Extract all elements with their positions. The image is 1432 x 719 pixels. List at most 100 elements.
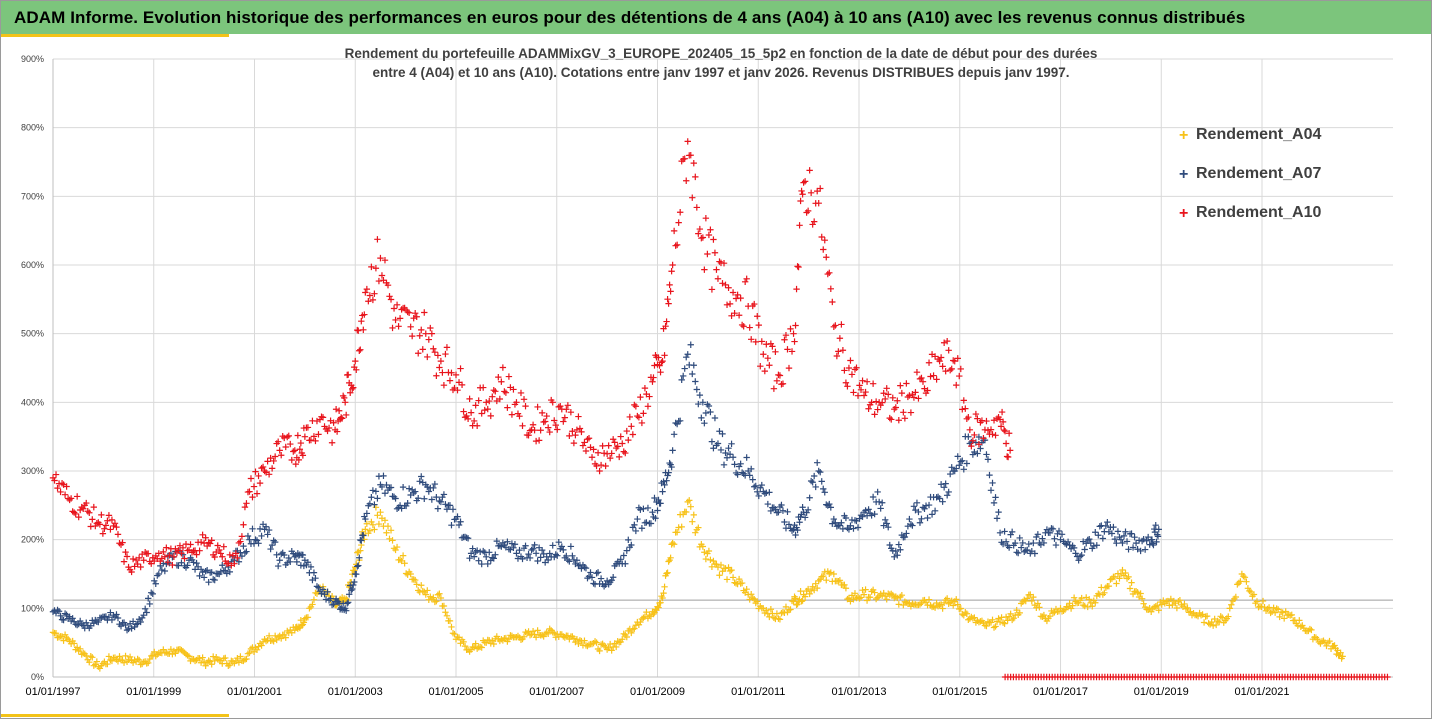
marker-a10-fill (202, 534, 209, 541)
marker-a07-fill (350, 581, 357, 589)
marker-a10-fill (267, 454, 274, 462)
marker-a07-fill (349, 585, 356, 593)
marker-a10-fill (564, 402, 572, 409)
marker-a10-fill (538, 409, 546, 417)
marker-a10 (291, 447, 299, 454)
marker-a04-fill (243, 655, 250, 663)
marker-a04-fill (999, 619, 1007, 626)
marker-a04-fill (126, 653, 134, 661)
marker-a10-fill (255, 472, 262, 480)
marker-a10-fill (214, 542, 221, 549)
marker-a04-fill (931, 604, 939, 611)
marker-a07-fill (752, 482, 759, 490)
marker-a07-fill (193, 559, 200, 567)
marker-a10-fill (294, 432, 302, 439)
marker-a07-fill (540, 550, 547, 558)
marker-a04-fill (1105, 582, 1113, 590)
marker-a07-fill (446, 502, 454, 509)
marker-a10-fill (690, 159, 697, 167)
marker-a10-fill (638, 419, 646, 427)
marker-a07-fill (664, 472, 671, 479)
marker-a10-fill (345, 371, 352, 378)
marker-a10-fill (567, 408, 575, 416)
marker-a07-fill (1005, 544, 1013, 551)
marker-a07-fill (1016, 534, 1023, 542)
marker-a10-fill (838, 321, 845, 328)
marker-a07-fill (1111, 535, 1119, 543)
marker-a10-fill (894, 397, 901, 404)
marker-a10-fill (665, 300, 672, 307)
marker-a07-fill (731, 461, 738, 468)
marker-a04-fill (1297, 623, 1305, 630)
marker-a04-fill (418, 582, 425, 589)
marker-a04-fill (866, 594, 874, 601)
marker-a07-fill (421, 495, 428, 502)
marker-a10-fill (552, 421, 559, 429)
marker-a10-fill (179, 544, 187, 551)
marker-a07-fill (1043, 526, 1051, 533)
marker-a10-fill (307, 436, 315, 444)
marker-a07-fill (378, 483, 386, 491)
marker-a10 (467, 409, 475, 416)
marker-a07-fill (354, 563, 361, 570)
marker-a10-fill (363, 285, 371, 293)
marker-a10-fill (495, 373, 502, 381)
marker-a07-fill (235, 558, 243, 565)
marker-a04-fill (888, 590, 895, 598)
marker-a10-fill (258, 464, 265, 472)
marker-a04-fill (449, 630, 457, 637)
marker-a10-fill (318, 413, 325, 420)
marker-a10-fill (683, 177, 690, 184)
marker-a10-fill (594, 449, 602, 456)
marker-a10-fill (676, 209, 684, 216)
marker-a07-fill (434, 505, 442, 512)
marker-a10-fill (360, 326, 367, 334)
marker-a07-fill (449, 506, 457, 513)
marker-a04-fill (1250, 591, 1258, 598)
marker-a10-fill (416, 332, 423, 339)
marker-a10-fill (1005, 430, 1013, 437)
marker-a07-fill (678, 376, 685, 384)
marker-a10-fill (107, 526, 114, 533)
marker-a07 (845, 526, 853, 533)
marker-a04-fill (184, 652, 191, 659)
marker-a07-fill (243, 548, 250, 555)
marker-a10-fill (211, 553, 218, 561)
marker-a07-fill (1078, 551, 1085, 559)
header-banner: ADAM Informe. Evolution historique des p… (1, 1, 1431, 34)
marker-a07-fill (253, 537, 261, 544)
marker-a10-fill (692, 173, 699, 181)
marker-a10-fill (347, 389, 354, 396)
marker-a07-fill (778, 501, 785, 509)
marker-a07-fill (882, 516, 889, 524)
marker-a04-fill (806, 590, 813, 598)
marker-a04-fill (1219, 614, 1226, 621)
marker-a04-fill (654, 603, 661, 610)
marker-a07-fill (959, 457, 966, 464)
marker-a10-fill (295, 456, 303, 464)
marker-a10-fill (640, 410, 647, 417)
x-tick-label: 01/01/1997 (25, 686, 80, 698)
marker-a10-fill (761, 367, 769, 375)
marker-a10-fill (673, 241, 681, 249)
marker-a10-fill (473, 422, 481, 429)
marker-a10 (760, 351, 767, 358)
marker-a07-fill (399, 483, 407, 491)
marker-a10 (860, 392, 868, 399)
marker-a07-fill (660, 478, 667, 485)
marker-a04-fill (222, 654, 229, 662)
marker-a10-fill (160, 548, 167, 556)
marker-a07 (558, 543, 565, 550)
marker-a10-fill (950, 357, 957, 364)
marker-a04-fill (614, 638, 621, 645)
marker-a10-fill (719, 280, 726, 287)
marker-a07-fill (687, 341, 694, 348)
marker-a07-fill (381, 490, 389, 497)
marker-a04-fill (575, 640, 582, 648)
marker-a04-fill (369, 521, 377, 529)
marker-a07-fill (175, 562, 182, 569)
marker-a04-fill (600, 642, 608, 649)
marker-a10-fill (886, 414, 893, 422)
marker-a04-fill (678, 523, 685, 531)
marker-a07-fill (924, 514, 931, 522)
